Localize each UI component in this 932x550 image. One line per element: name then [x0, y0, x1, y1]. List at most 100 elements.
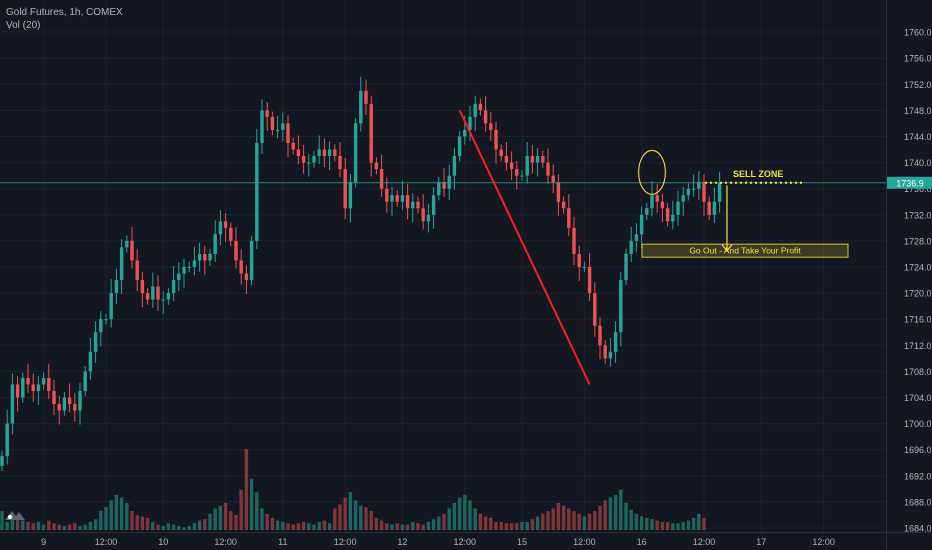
volume-bar — [88, 521, 93, 530]
candle-body — [140, 280, 145, 294]
volume-bar — [21, 520, 25, 530]
candle-body — [192, 260, 197, 267]
candle-body — [47, 377, 51, 391]
candle-body — [171, 280, 176, 294]
candle-body — [541, 156, 545, 163]
x-tick-label: 17 — [756, 537, 766, 547]
volume-bar — [686, 520, 691, 530]
volume-bar — [603, 500, 607, 530]
x-tick-label: 12:00 — [95, 537, 118, 547]
candle-body — [686, 188, 691, 196]
volume-bar — [36, 521, 41, 530]
volume-bar — [281, 521, 285, 530]
y-tick-label: 1728.0 — [904, 236, 932, 246]
x-tick-label: 15 — [517, 537, 527, 547]
volume-bar — [587, 513, 592, 530]
price-axis[interactable]: 1684.0 1688.0 1692.0 1696.0 1700.0 1704.0 1708… — [886, 0, 932, 550]
candle-body — [691, 188, 696, 190]
candle-body — [203, 253, 207, 261]
volume-bar — [634, 513, 639, 530]
candle-body — [483, 110, 488, 124]
volume-bar — [499, 521, 503, 530]
candle-body — [145, 293, 150, 300]
candle-body — [83, 371, 87, 391]
candle-body — [385, 188, 389, 202]
down-arrow-head-icon — [721, 244, 733, 252]
candle-body — [208, 253, 212, 261]
candle-body — [655, 195, 659, 202]
volume-bar — [671, 523, 675, 530]
volume-bar — [613, 494, 618, 530]
volume-bar — [187, 525, 191, 530]
highlight-ellipse[interactable] — [637, 149, 666, 195]
volume-bar — [405, 524, 410, 530]
candle-body — [717, 182, 722, 202]
volume-bar — [265, 513, 269, 530]
volume-bar — [286, 523, 290, 530]
candle-body — [624, 253, 628, 281]
volume-bar — [234, 515, 238, 530]
volume-bar — [62, 525, 67, 530]
volume-bar — [41, 524, 46, 530]
trend-line[interactable] — [458, 109, 591, 385]
candle-body — [400, 195, 405, 202]
volume-bar — [291, 524, 295, 530]
volume-bar — [556, 503, 561, 530]
volume-bar — [93, 519, 98, 530]
volume-bar — [67, 524, 72, 530]
annotations-layer[interactable]: SELL ZONE Go Out - And Take Your Profit — [0, 109, 886, 385]
volume-bar — [301, 521, 306, 530]
volume-bar — [567, 508, 571, 530]
candle-body — [504, 156, 509, 163]
candle-body — [712, 201, 717, 215]
time-axis[interactable]: 9 12:00 10 12:00 11 12:00 12 12:00 15 12:00 16 12:0… — [0, 532, 932, 548]
symbol-title: Gold Futures, 1h, COMEX — [6, 7, 123, 18]
current-price-badge[interactable] — [887, 176, 932, 189]
candle-body — [73, 404, 77, 411]
x-tick-label: 12:00 — [214, 537, 237, 547]
volume-bar — [374, 517, 379, 530]
volume-bar — [275, 520, 280, 530]
candle-body — [223, 221, 228, 228]
candle-body — [593, 293, 597, 326]
tradingview-logo-icon[interactable] — [4, 506, 26, 522]
volume-bar — [161, 525, 165, 530]
volume-bar — [504, 523, 509, 530]
volume-bars — [0, 449, 706, 530]
candle-body — [525, 156, 529, 176]
candle-body — [390, 195, 394, 202]
volume-bar — [327, 523, 332, 530]
candle-body — [109, 293, 113, 320]
y-tick-label: 1716.0 — [904, 315, 932, 325]
volume-bar — [130, 511, 134, 530]
candle-body — [452, 156, 457, 176]
take-profit-box[interactable] — [641, 243, 849, 258]
candle-body — [619, 280, 623, 333]
candle-body — [416, 201, 420, 209]
volume-bar — [577, 513, 581, 530]
volume-bar — [582, 516, 587, 530]
candle-body — [322, 149, 327, 157]
volume-bar — [213, 508, 217, 530]
volume-bar — [73, 523, 77, 530]
y-tick-label: 1724.0 — [904, 262, 932, 272]
candle-body — [598, 325, 602, 346]
candle-body — [99, 319, 103, 333]
candle-body — [187, 266, 191, 268]
candle-body — [665, 208, 670, 222]
candle-body — [197, 253, 202, 261]
volume-bar — [307, 523, 311, 530]
y-tick-label: 1720.0 — [904, 289, 932, 299]
volume-bar — [629, 509, 633, 530]
volume-bar — [182, 527, 186, 530]
candle-body — [15, 384, 20, 398]
volume-bar — [218, 505, 223, 530]
candle-body — [31, 384, 35, 391]
volume-bar — [135, 515, 139, 530]
candle-body — [489, 123, 493, 130]
candle-body — [442, 182, 446, 189]
x-tick-label: 12 — [397, 537, 407, 547]
x-tick-label: 10 — [158, 537, 168, 547]
volume-bar — [468, 500, 472, 530]
